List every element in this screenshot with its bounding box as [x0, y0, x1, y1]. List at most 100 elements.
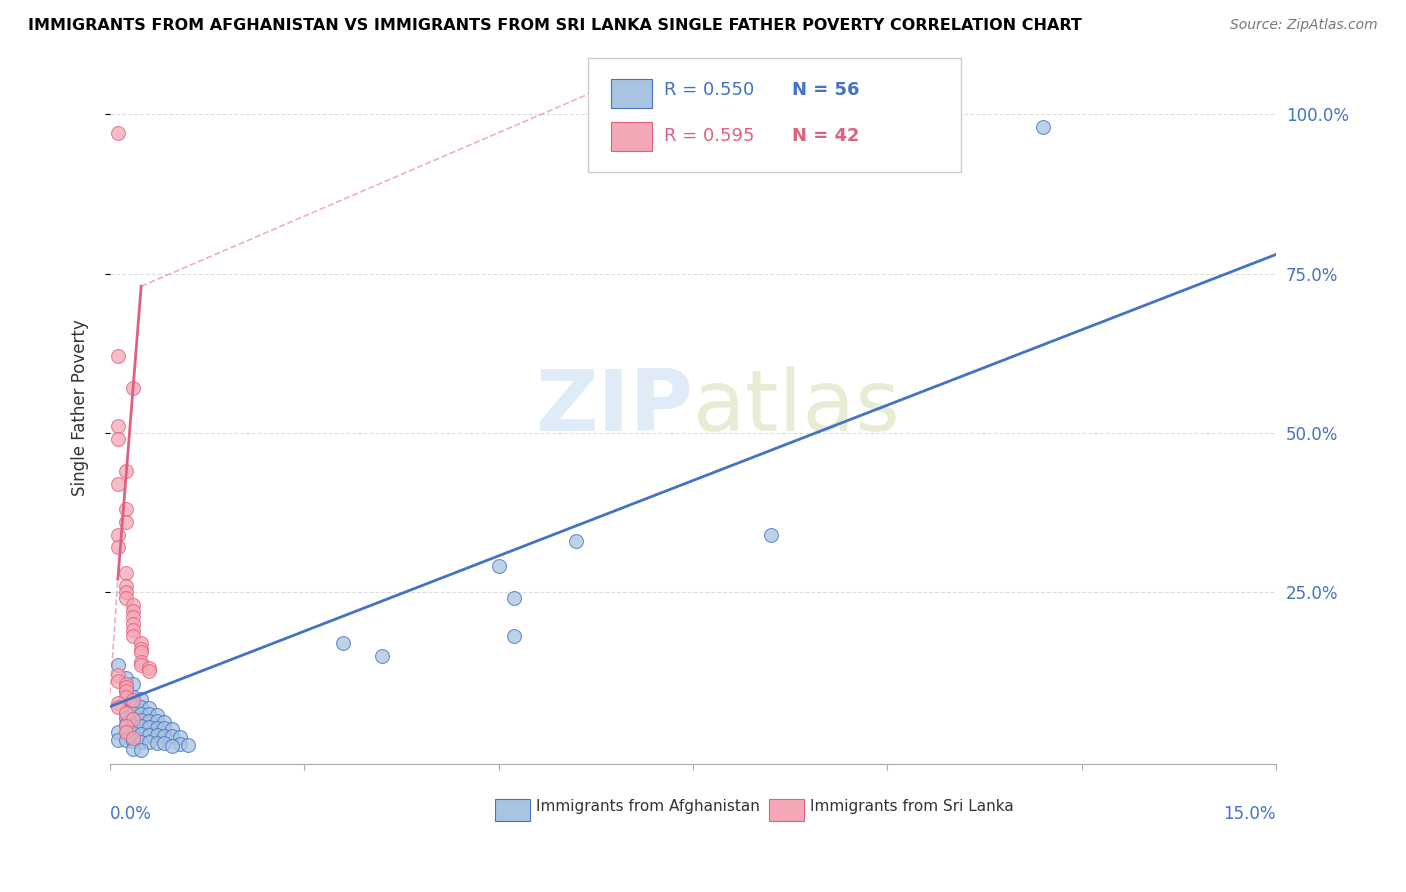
- Point: [122, 698, 145, 713]
- Point: [114, 566, 136, 580]
- Point: [114, 683, 136, 698]
- Point: [122, 677, 145, 691]
- Text: IMMIGRANTS FROM AFGHANISTAN VS IMMIGRANTS FROM SRI LANKA SINGLE FATHER POVERTY C: IMMIGRANTS FROM AFGHANISTAN VS IMMIGRANT…: [28, 18, 1083, 33]
- FancyBboxPatch shape: [612, 79, 652, 108]
- Point: [114, 671, 136, 685]
- Point: [114, 725, 136, 739]
- Point: [114, 711, 136, 725]
- Point: [114, 591, 136, 606]
- Point: [122, 616, 145, 631]
- Text: N = 56: N = 56: [792, 81, 859, 99]
- Point: [107, 658, 129, 673]
- Point: [114, 690, 136, 704]
- Point: [122, 623, 145, 637]
- Point: [162, 722, 184, 736]
- Text: Immigrants from Afghanistan: Immigrants from Afghanistan: [536, 799, 759, 814]
- Point: [138, 661, 160, 675]
- Point: [107, 673, 129, 688]
- Point: [122, 381, 145, 395]
- Point: [129, 636, 152, 650]
- Point: [114, 718, 136, 732]
- Point: [503, 630, 526, 644]
- Point: [114, 705, 136, 719]
- Point: [129, 658, 152, 673]
- Point: [129, 713, 152, 727]
- Point: [114, 585, 136, 599]
- Point: [129, 642, 152, 657]
- Point: [145, 736, 167, 750]
- Point: [145, 721, 167, 735]
- Point: [129, 727, 152, 741]
- Point: [122, 712, 145, 726]
- Text: N = 42: N = 42: [792, 128, 859, 145]
- Point: [107, 699, 129, 714]
- Text: R = 0.550: R = 0.550: [664, 81, 754, 99]
- Point: [153, 714, 176, 729]
- Point: [107, 541, 129, 555]
- Point: [122, 690, 145, 704]
- Point: [153, 729, 176, 743]
- Point: [371, 648, 394, 663]
- Point: [122, 604, 145, 618]
- Point: [107, 349, 129, 363]
- Point: [107, 667, 129, 681]
- Point: [138, 735, 160, 749]
- Point: [162, 739, 184, 753]
- Point: [332, 636, 354, 650]
- Point: [138, 720, 160, 734]
- Point: [129, 691, 152, 706]
- Point: [114, 464, 136, 478]
- Point: [122, 598, 145, 612]
- Point: [122, 742, 145, 756]
- Point: [138, 707, 160, 722]
- FancyBboxPatch shape: [769, 799, 804, 821]
- Y-axis label: Single Father Poverty: Single Father Poverty: [72, 318, 89, 496]
- FancyBboxPatch shape: [612, 122, 652, 151]
- Point: [114, 733, 136, 747]
- Point: [129, 645, 152, 659]
- Point: [107, 732, 129, 747]
- Point: [122, 718, 145, 732]
- Point: [114, 578, 136, 592]
- Point: [129, 699, 152, 714]
- Point: [107, 725, 129, 739]
- Point: [1032, 120, 1054, 134]
- Point: [107, 432, 129, 446]
- Text: 0.0%: 0.0%: [110, 805, 152, 823]
- Point: [153, 736, 176, 750]
- Point: [129, 719, 152, 733]
- Point: [114, 725, 136, 739]
- Point: [107, 127, 129, 141]
- Point: [169, 730, 191, 744]
- Point: [129, 707, 152, 722]
- Point: [138, 700, 160, 714]
- Point: [122, 610, 145, 624]
- Point: [138, 665, 160, 679]
- Point: [114, 681, 136, 695]
- Text: R = 0.595: R = 0.595: [664, 128, 755, 145]
- Point: [107, 419, 129, 434]
- Point: [122, 731, 145, 746]
- Point: [114, 677, 136, 691]
- Point: [129, 734, 152, 748]
- Text: Immigrants from Sri Lanka: Immigrants from Sri Lanka: [810, 799, 1014, 814]
- Point: [503, 591, 526, 606]
- Point: [153, 721, 176, 735]
- Point: [114, 717, 136, 731]
- Point: [565, 533, 588, 548]
- Point: [107, 696, 129, 710]
- Point: [122, 693, 145, 707]
- Text: 15.0%: 15.0%: [1223, 805, 1277, 823]
- Point: [122, 706, 145, 720]
- Text: Source: ZipAtlas.com: Source: ZipAtlas.com: [1230, 18, 1378, 32]
- Point: [114, 706, 136, 720]
- Point: [138, 727, 160, 741]
- Point: [177, 738, 200, 752]
- Point: [145, 707, 167, 722]
- FancyBboxPatch shape: [495, 799, 530, 821]
- Text: atlas: atlas: [693, 366, 901, 449]
- Point: [122, 734, 145, 748]
- Point: [122, 712, 145, 726]
- Point: [129, 743, 152, 757]
- Point: [122, 726, 145, 740]
